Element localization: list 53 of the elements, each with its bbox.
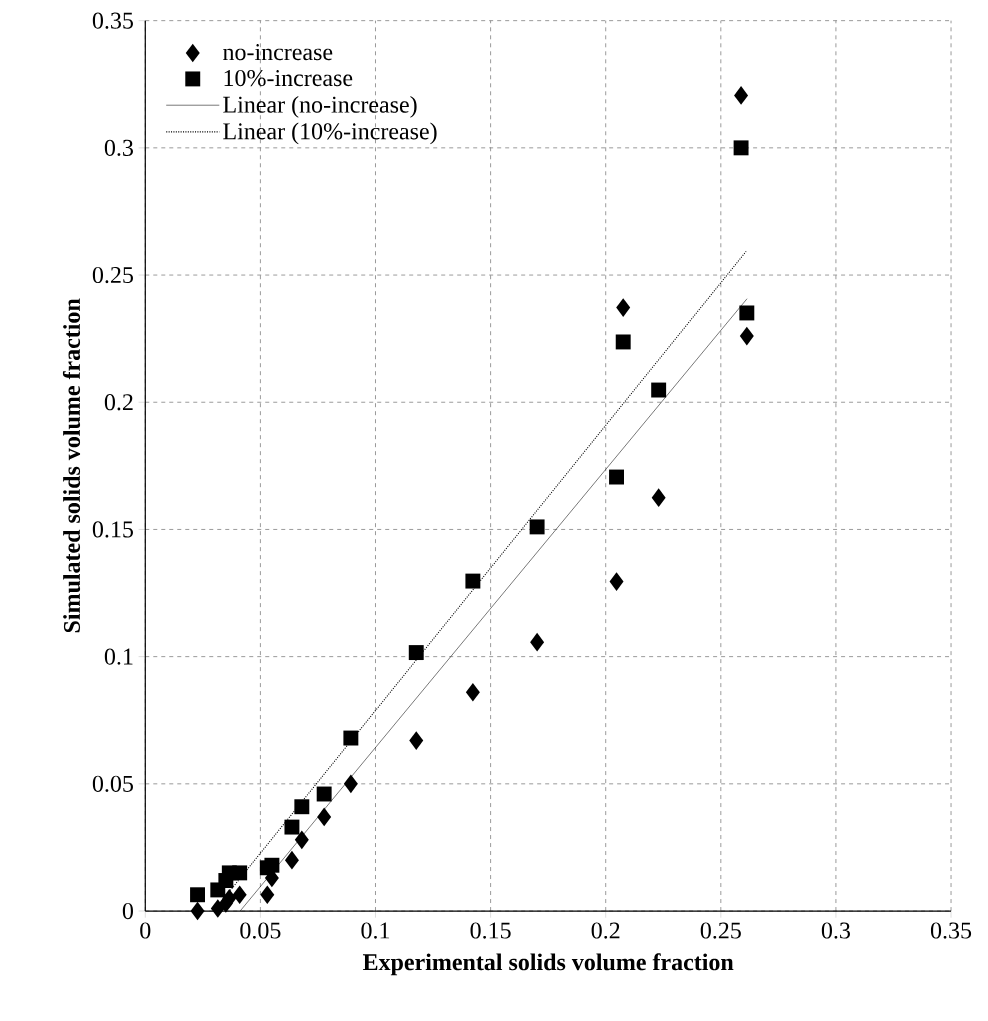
y-tick-label: 0.3 xyxy=(105,139,134,156)
point xyxy=(222,888,237,908)
point xyxy=(316,786,332,802)
x-axis-title: Experimental solids volume fraction xyxy=(363,953,734,976)
point xyxy=(190,901,205,921)
point xyxy=(409,731,424,750)
point xyxy=(232,885,247,905)
y-tick-label: 0.2 xyxy=(105,394,133,411)
point xyxy=(651,382,667,398)
point xyxy=(260,885,275,905)
point xyxy=(651,488,666,507)
y-tick-label: 0.25 xyxy=(93,266,134,284)
point xyxy=(294,799,310,815)
y-tick-label: 0.35 xyxy=(93,12,134,29)
legend-label: no-increase xyxy=(223,44,333,61)
y-tick-label: 0.05 xyxy=(93,775,134,792)
x-tick-label: 0.2 xyxy=(591,922,620,939)
x-tick-label: 0.15 xyxy=(470,922,511,939)
legend-label: 10%-increase xyxy=(224,69,353,87)
point xyxy=(465,573,481,589)
point xyxy=(284,819,300,835)
point xyxy=(190,887,206,903)
x-tick-label: 0.05 xyxy=(240,922,281,939)
legend-label: Linear (no-increase) xyxy=(223,95,417,118)
point xyxy=(733,140,749,156)
point xyxy=(264,857,280,873)
point xyxy=(529,519,545,535)
y-tick-label: 0.1 xyxy=(105,648,133,665)
legend-label: Linear (10%-increase) xyxy=(223,122,437,145)
x-tick-label: 0 xyxy=(140,922,151,939)
point xyxy=(285,850,300,870)
y-tick-label: 0 xyxy=(122,902,134,920)
point xyxy=(739,326,754,346)
point xyxy=(294,830,309,850)
point xyxy=(616,298,631,317)
point xyxy=(408,645,424,661)
x-tick-label: 0.25 xyxy=(700,922,742,939)
point xyxy=(317,807,332,827)
point xyxy=(609,572,624,591)
point xyxy=(615,334,631,350)
y-tick-label: 0.15 xyxy=(93,521,134,538)
point xyxy=(344,774,359,794)
point xyxy=(734,86,749,105)
x-tick-label: 0.35 xyxy=(931,922,972,939)
point xyxy=(232,865,248,881)
point xyxy=(530,632,545,652)
point xyxy=(609,469,625,485)
x-tick-label: 0.1 xyxy=(361,922,390,939)
point xyxy=(739,305,755,321)
point xyxy=(343,730,359,746)
x-tick-label: 0.3 xyxy=(822,922,851,939)
point xyxy=(466,682,481,702)
y-axis-title: Simulated solids volume fraction xyxy=(63,298,81,633)
